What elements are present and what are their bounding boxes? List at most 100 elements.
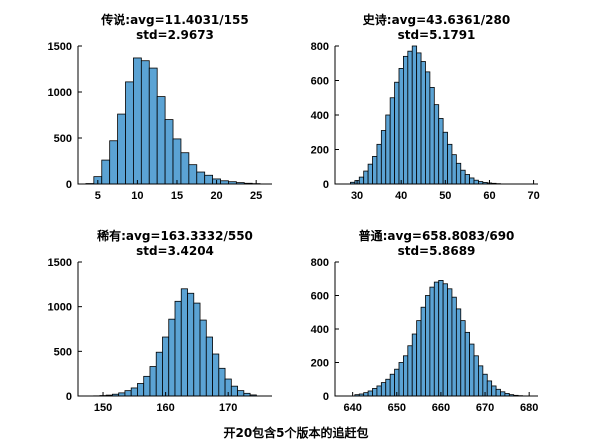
histogram-bar [425,71,431,185]
histogram-bar [137,383,145,397]
histogram-bar [486,380,493,397]
x-tick-label: 50 [439,190,451,202]
figure-title: 开20包含5个版本的追赶包 [223,426,369,440]
x-tick-label: 650 [388,402,406,414]
histogram-bar [416,52,422,185]
histogram-bar [125,81,134,185]
x-tick-label: 5 [95,190,101,202]
histogram-bar [469,177,475,185]
histogram-bar [455,308,462,397]
y-tick-label: 0 [323,391,329,403]
histogram-bar [187,292,195,397]
histogram-bar [442,131,448,185]
histogram-bar [358,176,365,185]
histogram-bar [420,61,426,185]
histogram-bar [398,362,404,397]
histogram-bar [433,281,440,397]
histogram-bar [380,130,387,185]
histogram-bar [455,162,462,185]
histogram-bar [442,283,448,397]
chart-title-line: 史诗:avg=43.6361/280 [363,12,510,27]
histogram-bar [438,118,444,185]
histogram-bar [109,140,118,185]
y-tick-label: 600 [311,76,329,88]
histogram-bar [124,390,132,397]
x-tick-label: 30 [351,190,363,202]
histogram-bar [133,57,142,185]
histogram-bar [500,391,506,397]
histogram-bar [385,114,391,185]
histogram-bar [469,343,475,397]
histogram-bar [394,81,400,185]
histogram-bar [205,336,213,397]
y-tick-label: 800 [311,257,329,269]
histogram-bar [416,320,422,397]
histogram-bar [363,170,369,185]
histogram-bar [143,375,151,397]
histogram-bar [403,55,409,185]
y-tick-label: 1000 [48,302,72,314]
histogram-bar [117,113,126,185]
histogram-bar [162,336,170,397]
y-tick-label: 0 [323,179,329,191]
histogram-bar [389,97,395,185]
histogram-bar [429,286,435,397]
histogram-bar [367,163,373,185]
y-tick-label: 500 [54,133,72,145]
histogram-bar [460,320,466,397]
x-tick-label: 670 [476,402,494,414]
histogram-bar [376,385,382,397]
histogram-bar [407,345,413,397]
y-tick-label: 0 [66,179,72,191]
histogram-bar [389,373,395,397]
histogram-bar [438,280,444,397]
histogram-bar [376,143,382,185]
histogram-bar [140,60,150,185]
y-tick-label: 0 [66,391,72,403]
histogram-bar [429,87,435,185]
chart-title-line: std=2.9673 [136,28,214,42]
x-tick-label: 160 [156,402,174,414]
x-tick-label: 660 [432,402,450,414]
histogram-bar [367,390,373,397]
y-tick-label: 400 [311,110,329,122]
x-tick-label: 70 [527,190,539,202]
histogram-bar [451,296,457,397]
x-tick-label: 25 [250,190,262,202]
x-tick-label: 10 [131,190,143,202]
chart-title-line: std=5.8689 [398,244,476,258]
histogram-bar [218,367,226,397]
histogram-bar [155,351,163,397]
y-tick-label: 1500 [48,257,72,269]
chart-title-line: std=3.4204 [136,244,214,258]
chart-title-line: 稀有:avg=163.3332/550 [97,228,253,243]
histogram-bar [130,387,138,397]
histogram-bar [174,300,182,397]
histogram-bar [495,388,501,397]
histogram-bar [447,143,453,185]
y-tick-label: 500 [54,346,72,358]
histogram-bar [188,164,198,185]
x-tick-label: 150 [94,402,112,414]
histogram-bar [464,174,470,185]
histogram-bar [385,378,391,397]
histogram-bar [230,385,238,397]
histogram-bar [156,96,166,185]
x-tick-label: 640 [343,402,361,414]
histogram-bar [372,155,378,185]
x-tick-label: 40 [395,190,407,202]
y-tick-label: 1500 [48,41,72,53]
histogram-bar [411,333,418,397]
histogram-bar [425,295,431,397]
histogram-bar [403,355,409,397]
histogram-bar [491,385,497,397]
x-tick-label: 680 [520,402,538,414]
x-tick-label: 170 [219,402,237,414]
histogram-bar [164,119,174,185]
x-tick-label: 20 [210,190,222,202]
y-tick-label: 400 [311,324,329,336]
histogram-bar [407,50,413,185]
